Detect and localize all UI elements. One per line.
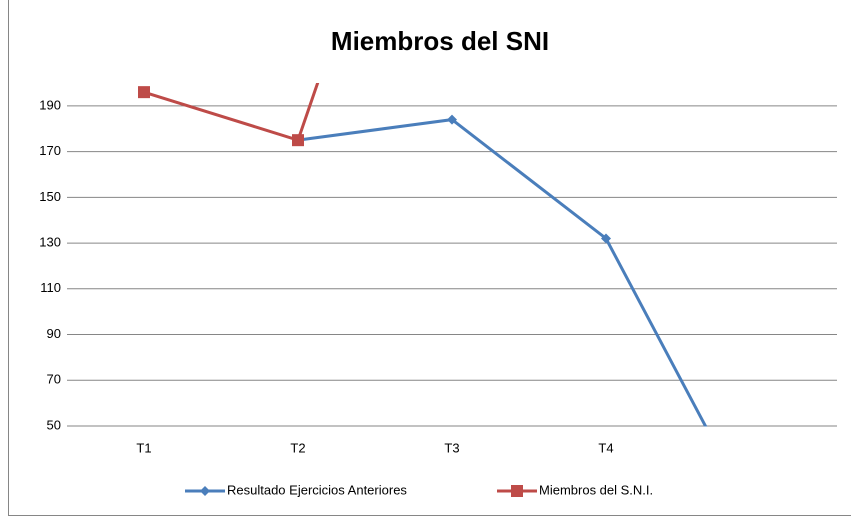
marker [292,134,304,147]
y-tick-label: 110 [40,280,61,295]
y-tick-label: 50 [47,417,61,432]
series-line [297,118,708,427]
y-tick-label: 150 [39,189,61,204]
marker [601,233,611,244]
x-tick-label: T2 [290,440,305,455]
legend-label: Miembros del S.N.I. [539,482,653,497]
y-tick-label: 130 [39,235,61,250]
chart-border [8,0,851,516]
y-tick-label: 90 [47,326,61,341]
marker [447,114,457,125]
marker [511,485,523,497]
chart-title: Miembros del SNI [331,26,549,56]
x-tick-label: T3 [444,440,459,455]
x-tick-label: T4 [598,440,613,455]
y-tick-label: 70 [47,372,61,387]
legend-label: Resultado Ejercicios Anteriores [227,482,407,497]
marker [200,486,210,496]
x-tick-label: T1 [136,440,151,455]
y-tick-label: 190 [39,97,61,112]
y-tick-label: 170 [39,143,61,158]
marker [138,86,150,99]
plot-area [138,83,708,427]
